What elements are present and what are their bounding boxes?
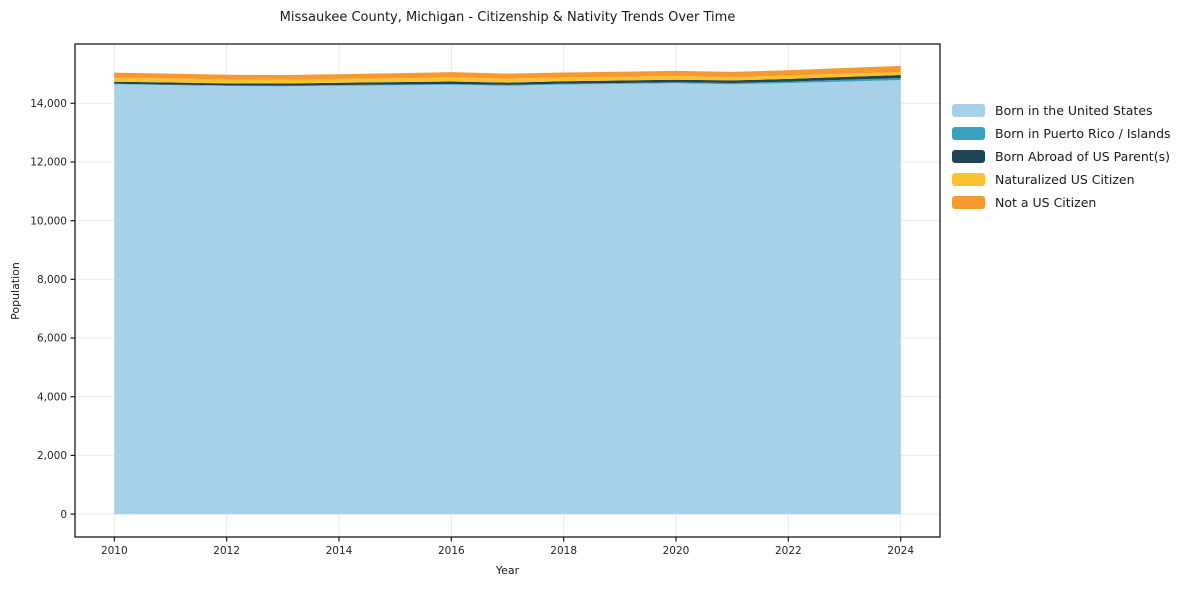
legend-label: Not a US Citizen [995, 195, 1097, 210]
legend-swatch [952, 127, 985, 140]
y-tick-label: 2,000 [37, 450, 67, 462]
legend-item: Naturalized US Citizen [952, 168, 1171, 191]
legend-swatch [952, 173, 985, 186]
x-axis-label: Year [495, 564, 520, 577]
y-axis-label: Population [9, 262, 22, 320]
x-tick-label: 2012 [213, 545, 240, 557]
legend-label: Naturalized US Citizen [995, 172, 1135, 187]
legend-label: Born Abroad of US Parent(s) [995, 149, 1170, 164]
legend-label: Born in Puerto Rico / Islands [995, 126, 1171, 141]
y-tick-label: 0 [60, 509, 67, 521]
x-tick-label: 2014 [326, 545, 353, 557]
x-tick-label: 2010 [101, 545, 128, 557]
legend-item: Born Abroad of US Parent(s) [952, 145, 1171, 168]
area-series-3 [114, 72, 901, 84]
y-tick-label: 8,000 [37, 274, 67, 286]
legend-item: Born in Puerto Rico / Islands [952, 122, 1171, 145]
x-tick-label: 2022 [775, 545, 802, 557]
y-tick-label: 14,000 [30, 98, 67, 110]
legend-item: Not a US Citizen [952, 191, 1171, 214]
legend-swatch [952, 104, 985, 117]
plot-frame [74, 43, 941, 538]
x-tick-label: 2018 [550, 545, 577, 557]
y-tick-label: 12,000 [30, 157, 67, 169]
y-tick-label: 10,000 [30, 215, 67, 227]
legend-swatch [952, 196, 985, 209]
chart-title: Missaukee County, Michigan - Citizenship… [279, 10, 736, 25]
x-tick-label: 2024 [887, 545, 914, 557]
area-series-4 [114, 65, 901, 80]
y-tick-label: 4,000 [37, 391, 67, 403]
y-tick-label: 6,000 [37, 333, 67, 345]
legend-label: Born in the United States [995, 103, 1153, 118]
legend-item: Born in the United States [952, 99, 1171, 122]
area-series-2 [114, 75, 901, 86]
x-tick-label: 2020 [663, 545, 690, 557]
area-series-0 [114, 80, 901, 515]
x-tick-label: 2016 [438, 545, 465, 557]
legend-swatch [952, 150, 985, 163]
legend: Born in the United States Born in Puerto … [952, 99, 1171, 214]
